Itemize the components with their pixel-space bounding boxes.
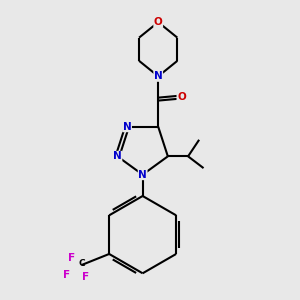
Text: F: F	[68, 254, 75, 263]
Text: F: F	[82, 272, 89, 282]
Text: N: N	[154, 71, 163, 81]
Text: C: C	[78, 259, 85, 268]
Text: O: O	[177, 92, 186, 102]
Text: O: O	[154, 17, 163, 27]
Text: F: F	[62, 270, 70, 280]
Text: N: N	[138, 170, 147, 180]
Text: N: N	[123, 122, 131, 132]
Text: N: N	[113, 151, 122, 161]
